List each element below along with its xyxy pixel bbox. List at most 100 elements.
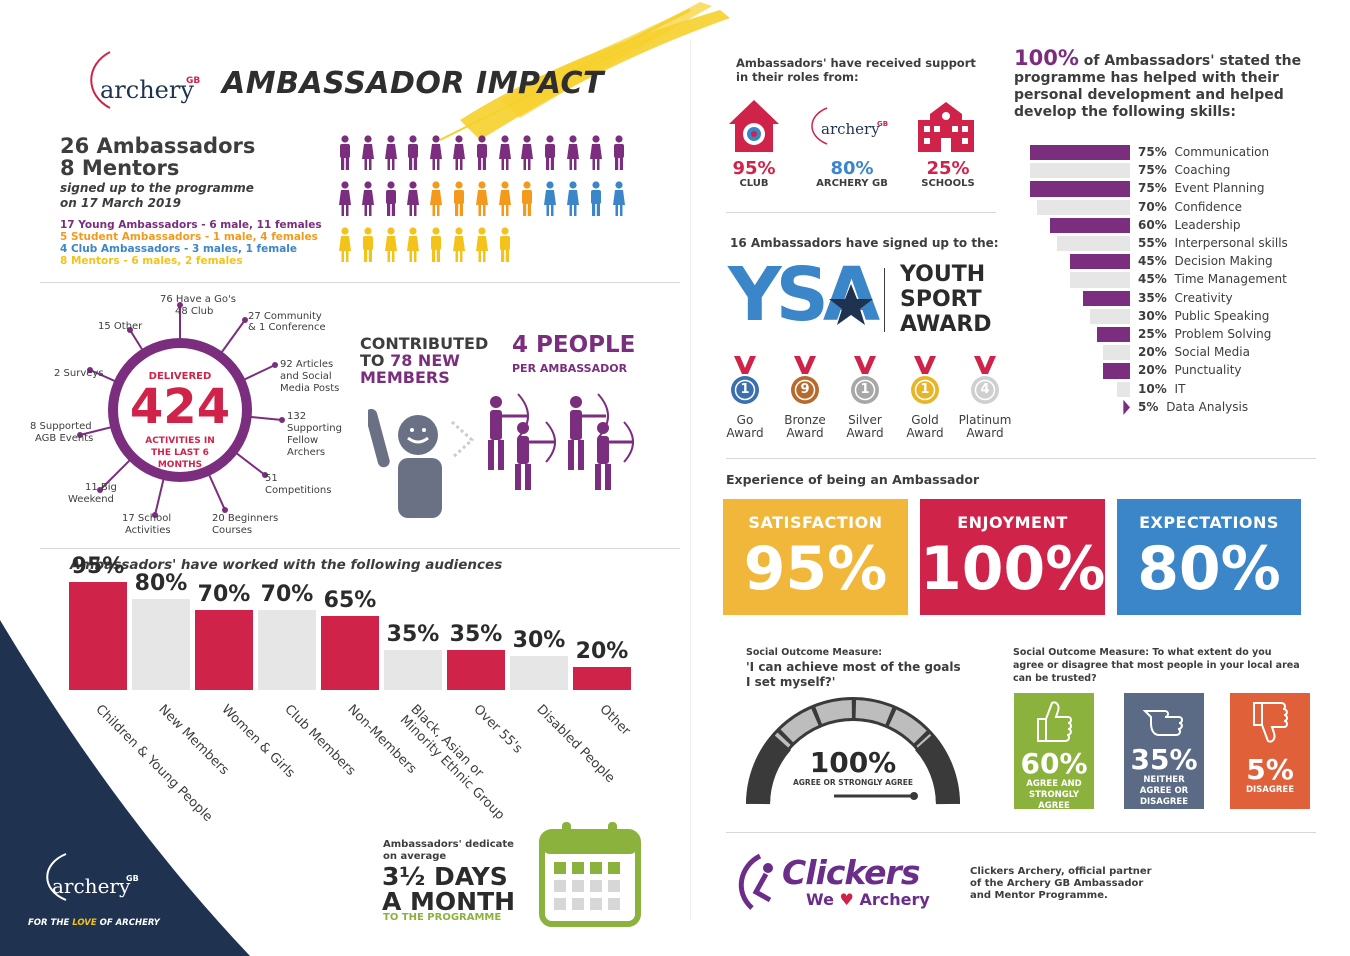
footer-tagline: FOR THE LOVE OF ARCHERY [28,918,160,928]
skill-label: 60% Leadership [1138,218,1241,232]
spoke-competitions-2: Competitions [265,485,332,496]
skill-bar [1090,308,1130,324]
footer-brand-text: archery [52,874,131,898]
delivered-label: DELIVERED [148,371,212,382]
skill-bar [1103,363,1130,379]
skill-label: 75% Event Planning [1138,181,1264,195]
person-icon [545,135,556,170]
skill-label: 75% Communication [1138,145,1269,159]
tagline-part-a: FOR THE [28,918,73,928]
person-icon [339,181,351,216]
audience-bar [69,581,127,690]
skill-pct: 25% [1138,327,1167,341]
clickers-we: We [806,890,834,909]
skill-label: 35% Creativity [1138,291,1233,305]
spoke-community: 27 Community [248,311,322,322]
goals-question-2: I set myself?' [746,675,836,689]
divider [40,282,680,283]
legend-student: 5 Student Ambassadors - 1 male, 4 female… [60,231,318,243]
satisfaction-value: 95% [743,534,888,604]
skill-label: 25% Problem Solving [1138,327,1271,341]
skill-name: IT [1170,381,1186,396]
spoke-club: 48 Club [175,306,214,317]
person-icon [362,227,373,262]
person-icon [567,135,579,170]
audience-bar [573,667,631,690]
skill-pct: 45% [1138,254,1167,269]
support-brand: archery [821,120,880,138]
goals-gauge [746,697,960,810]
support-archery-logo: archery GB [795,106,895,146]
trust-neither-l1: NEITHER [1143,775,1185,785]
person-icon [385,181,396,216]
person-icon [475,227,488,262]
skill-name: Time Management [1170,272,1287,287]
spoke-articles-2: and Social [280,371,332,382]
person-icon [339,227,351,262]
clickers-archery: Archery [859,890,930,909]
skill-label: 30% Public Speaking [1138,309,1269,323]
skill-name: Confidence [1170,199,1243,214]
person-icon [340,135,350,170]
skill-name: Interpersonal skills [1170,236,1288,250]
skill-label: 20% Social Media [1138,345,1250,359]
expectations-box: EXPECTATIONS 80% [1117,499,1301,615]
person-icon [476,135,487,170]
person-icon [613,135,624,170]
page-title: AMBASSADOR IMPACT [222,66,604,101]
ysa-name-3: AWARD [900,312,992,337]
skill-bar [1056,236,1130,252]
skills-headline-c: personal development and helped [1014,87,1284,103]
dedicate-line2: on average [383,851,447,862]
skill-bar [1036,199,1130,215]
trust-agree-box: 60% AGREE AND STRONGLY AGREE [1014,693,1094,811]
people-pictogram-grid [330,135,630,270]
divider [40,548,680,549]
award-label-line2: Award [726,426,764,440]
dedicate-days: 3½ DAYS [382,862,508,891]
audience-value-label: 95% [71,553,125,579]
contributed-to: TO [360,351,385,370]
skill-name: Coaching [1170,163,1231,178]
tagline-part-c: OF ARCHERY [96,918,160,928]
person-icon [453,135,465,170]
person-icon [590,181,601,216]
award-medal-icon [791,356,819,404]
audience-value-label: 20% [575,639,629,665]
archers-icon [488,393,634,490]
activities-total: 424 [129,379,231,435]
award-count: 4 [980,382,990,397]
person-icon [498,135,511,170]
audience-bar [321,615,379,690]
legend-young: 17 Young Ambassadors - 6 male, 11 female… [60,219,322,231]
skill-pct: 35% [1138,290,1167,305]
person-icon [407,181,420,216]
new-members-count: 78 NEW [390,351,460,370]
award-label-line2: Award [846,426,884,440]
audience-value-label: 35% [449,622,503,648]
skill-name: Problem Solving [1170,327,1272,341]
audience-value-label: 65% [323,587,377,613]
award-label: Platinum Award [953,414,1017,440]
person-icon [454,181,464,216]
skill-bar [1030,145,1130,161]
skill-label: 55% Interpersonal skills [1138,236,1288,250]
ysa-divider [884,268,885,332]
person-icon [522,181,533,216]
skill-bar [1070,272,1130,288]
dedicate-sub: TO THE PROGRAMME [383,912,502,923]
award-label-line1: Go [736,413,754,427]
ysa-name-1: YOUTH [900,262,986,287]
skill-label: 10% IT [1138,382,1185,396]
audience-value-label: 70% [197,582,251,608]
award-medal-icon [971,356,999,404]
trust-disagree-box: 5% DISAGREE [1230,693,1310,809]
skills-headline-b: programme has helped with their [1014,70,1279,86]
audience-value-label: 80% [134,570,188,596]
person-icon [499,227,510,262]
ysa-intro: 16 Ambassadors have signed up to the: [730,236,999,250]
audience-bar [510,655,568,690]
skill-bar [1030,163,1130,179]
contributed-line1: CONTRIBUTED [360,334,489,353]
award-label-line2: Award [906,426,944,440]
